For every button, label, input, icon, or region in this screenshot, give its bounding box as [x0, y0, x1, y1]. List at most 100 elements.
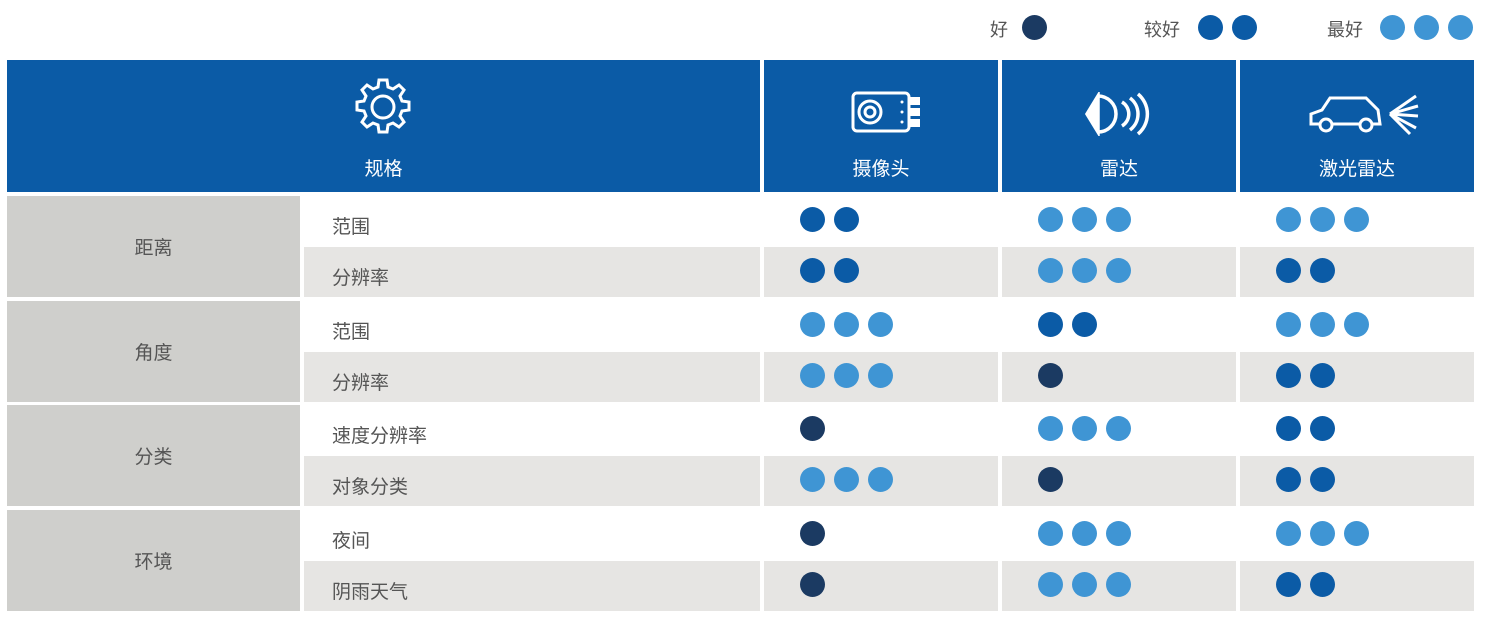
rating: [1380, 15, 1486, 41]
item-label: 阴雨天气: [332, 580, 409, 603]
rating-dot: [1038, 362, 1063, 388]
rating: [800, 207, 910, 233]
rating: [1198, 15, 1308, 41]
header-spec: [7, 60, 760, 192]
rating-dot: [868, 362, 893, 388]
rating-dot: [1072, 312, 1097, 337]
rating-dot: [1310, 571, 1335, 597]
rating-dot: [1072, 207, 1097, 232]
rating: [1276, 312, 1386, 338]
row-bg: [304, 301, 760, 352]
rating-dot: [1106, 207, 1131, 232]
rating-dot: [1106, 571, 1131, 597]
rating-dot: [1038, 571, 1063, 597]
rating-dot: [868, 466, 893, 492]
group-cell: 角度: [7, 301, 300, 402]
legend-label: 最好: [1327, 20, 1363, 41]
rating-dot: [800, 571, 825, 597]
rating: [1276, 466, 1386, 493]
rating-dot: [834, 312, 859, 337]
row-bg: [304, 196, 760, 247]
rating-dot: [1072, 257, 1097, 283]
header-text: 规格: [364, 158, 403, 180]
row-bg: [304, 246, 760, 297]
rating-dot: [800, 257, 825, 283]
rating-dot: [1038, 312, 1063, 337]
rating-dot: [1072, 521, 1097, 546]
group-name: 分类: [134, 446, 173, 468]
rating-dot: [1310, 207, 1335, 232]
rating-dot: [1310, 257, 1335, 283]
rating: [1276, 571, 1386, 598]
row-bg: [304, 560, 760, 611]
rating-dot: [1310, 466, 1335, 492]
rating: [800, 362, 910, 389]
group-name: 角度: [134, 342, 173, 364]
rating: [800, 571, 910, 598]
rating: [1038, 362, 1148, 389]
item-label: 对象分类: [332, 475, 409, 498]
rating-dot: [1310, 521, 1335, 546]
rating-dot: [1310, 312, 1335, 337]
rating-dot: [1072, 416, 1097, 441]
rating: [1276, 207, 1386, 233]
item-label: 夜间: [332, 530, 371, 552]
rating: [1038, 466, 1148, 493]
rating: [800, 521, 910, 547]
rating-dot: [1072, 571, 1097, 597]
rating-dot: [1276, 416, 1301, 441]
row-bg: [304, 510, 760, 561]
rating-dot: [1414, 15, 1439, 40]
rating: [1276, 416, 1386, 442]
item-label: 速度分辨率: [332, 425, 428, 447]
gear-icon: [355, 78, 411, 134]
rating: [1022, 15, 1132, 41]
rating-dot: [1276, 207, 1301, 232]
rating-dot: [834, 466, 859, 492]
row-bg: [304, 351, 760, 402]
rating-dot: [1022, 15, 1047, 40]
rating-dot: [1380, 15, 1405, 40]
rating-dot: [800, 521, 825, 546]
group-cell: 距离: [7, 196, 300, 297]
camera-icon: [851, 91, 920, 133]
rating: [1038, 312, 1148, 338]
rating-dot: [1276, 521, 1301, 546]
rating-dot: [1344, 207, 1369, 232]
header-text: 雷达: [1099, 158, 1138, 180]
rating-dot: [1038, 257, 1063, 283]
rating-dot: [834, 362, 859, 388]
item-label: 分辨率: [332, 266, 390, 289]
rating-dot: [1038, 521, 1063, 546]
header-text: 摄像头: [852, 158, 910, 180]
item-label: 范围: [332, 216, 371, 238]
item-label: 分辨率: [332, 371, 390, 394]
group-cell: 分类: [7, 405, 300, 506]
rating-dot: [834, 207, 859, 232]
rating: [800, 257, 910, 284]
rating-dot: [1038, 416, 1063, 441]
group-cell: 环境: [7, 510, 300, 611]
rating: [800, 416, 910, 442]
rating-dot: [834, 257, 859, 283]
header-cell: [1002, 60, 1236, 192]
item-label: 范围: [332, 321, 371, 343]
rating-dot: [800, 312, 825, 337]
rating-dot: [800, 416, 825, 441]
rating: [1276, 257, 1386, 284]
group-name: 距离: [134, 237, 173, 259]
rating-dot: [1310, 416, 1335, 441]
rating-dot: [1198, 15, 1223, 40]
rating-dot: [1276, 466, 1301, 492]
rating: [800, 312, 910, 338]
rating-dot: [1344, 312, 1369, 337]
row-bg: [304, 405, 760, 456]
rating-dot: [800, 362, 825, 388]
rating-dot: [1106, 257, 1131, 283]
lidar-icon: [1309, 94, 1419, 136]
row-bg: [304, 455, 760, 506]
rating: [1038, 416, 1148, 442]
rating-dot: [1344, 521, 1369, 546]
rating: [1038, 521, 1148, 547]
